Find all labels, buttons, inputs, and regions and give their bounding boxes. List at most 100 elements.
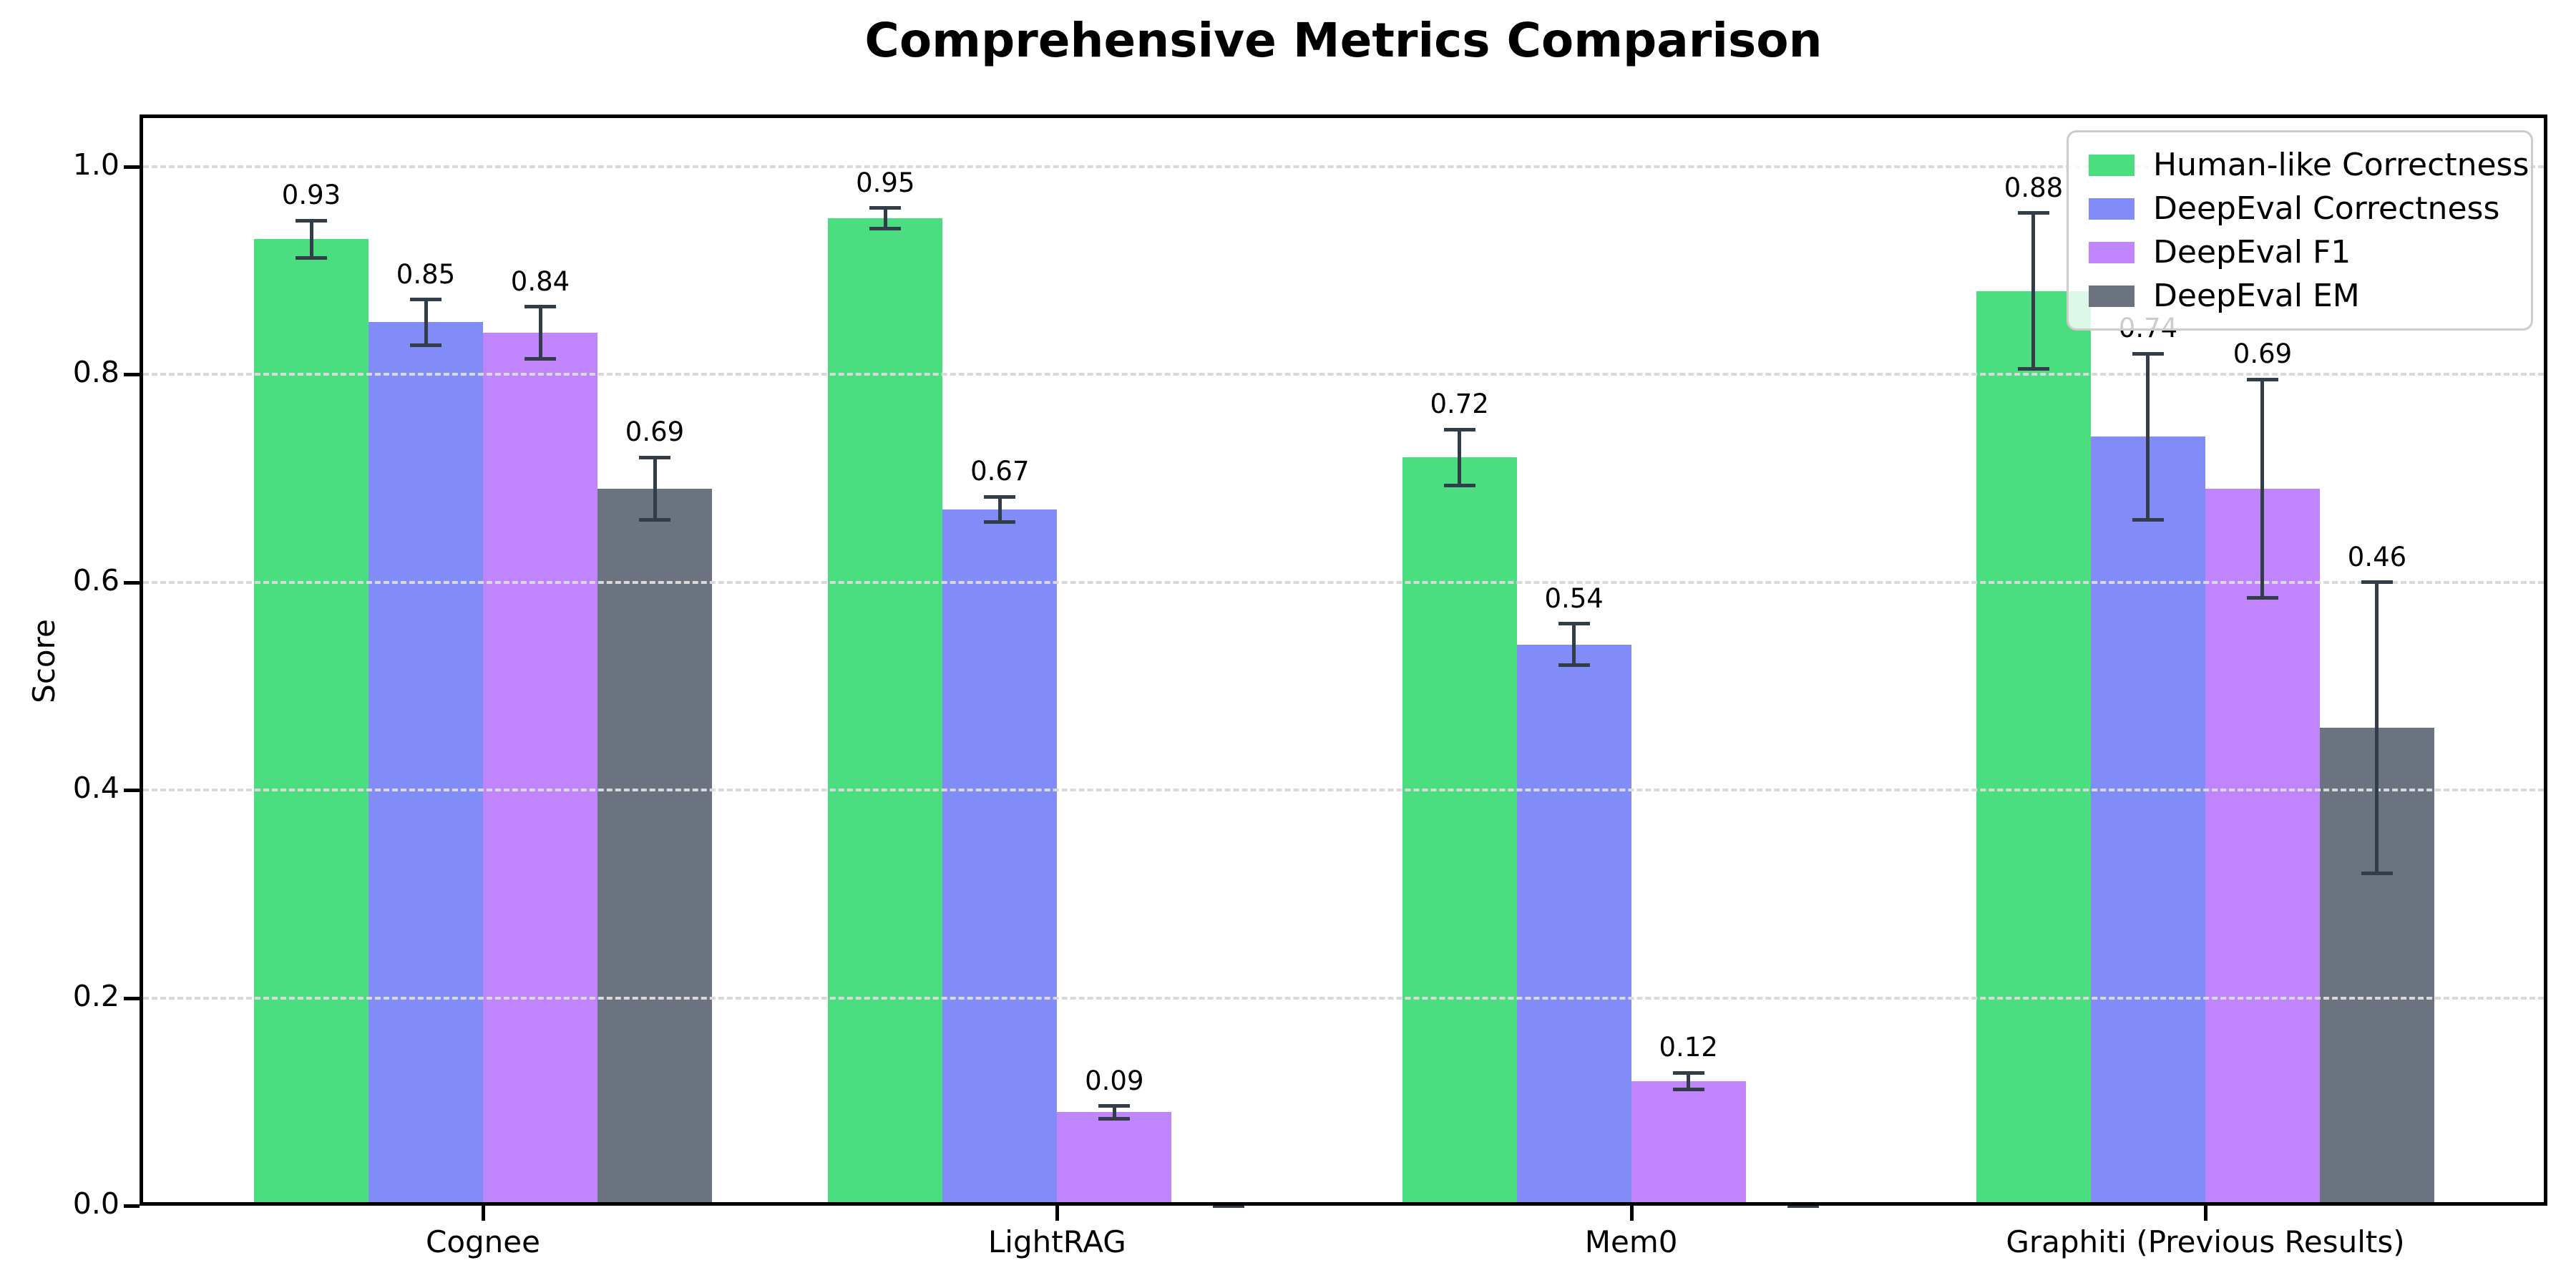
legend-swatch xyxy=(2089,241,2135,263)
error-bar-cap xyxy=(1787,1204,1819,1208)
y-tick-label: 1.0 xyxy=(72,147,119,182)
error-bar-cap xyxy=(1098,1104,1131,1108)
error-bar-cap xyxy=(2246,377,2278,381)
error-bar xyxy=(2146,353,2150,520)
error-bar-cap xyxy=(869,206,902,210)
bar-value-label: 0.85 xyxy=(396,258,456,290)
error-bar xyxy=(1572,623,1576,665)
error-bar-cap xyxy=(2246,595,2278,600)
bar-value-label: 0.46 xyxy=(2347,541,2407,572)
legend-row: DeepEval Correctness xyxy=(2089,190,2511,227)
bar xyxy=(1631,1080,1746,1206)
y-tick-mark xyxy=(124,996,140,1000)
legend-label: Human-like Correctness xyxy=(2153,147,2529,183)
bar-value-label: 0.12 xyxy=(1659,1032,1718,1063)
error-bar-cap xyxy=(2132,517,2164,522)
legend-swatch xyxy=(2089,154,2135,176)
y-tick-mark xyxy=(124,373,140,377)
y-tick-label: 0.0 xyxy=(72,1186,119,1221)
error-bar-cap xyxy=(2017,367,2049,371)
error-bar xyxy=(883,208,887,229)
error-bar-cap xyxy=(1558,663,1590,668)
error-bar-cap xyxy=(1213,1204,1245,1208)
error-bar-cap xyxy=(2361,871,2393,875)
bar-value-label: 0.84 xyxy=(510,265,570,297)
y-tick-label: 0.2 xyxy=(72,978,119,1013)
legend-swatch xyxy=(2089,285,2135,307)
error-bar-cap xyxy=(2132,351,2164,356)
legend-row: DeepEval F1 xyxy=(2089,234,2511,270)
gridline-0.6 xyxy=(143,580,2544,584)
error-bar-cap xyxy=(525,305,556,309)
bar-value-label: 0.72 xyxy=(1430,389,1489,420)
y-tick-mark xyxy=(124,1204,140,1208)
error-bar-cap xyxy=(639,455,670,459)
bar xyxy=(942,509,1058,1206)
legend-label: DeepEval EM xyxy=(2153,278,2360,314)
bar xyxy=(1976,291,2091,1206)
x-tick-mark xyxy=(1055,1206,1060,1221)
error-bar xyxy=(1112,1106,1116,1118)
error-bar-cap xyxy=(984,519,1016,524)
y-tick-mark xyxy=(124,580,140,585)
error-bar-cap xyxy=(1443,484,1475,487)
error-bar-cap xyxy=(869,227,902,231)
error-bar-cap xyxy=(984,494,1016,499)
error-bar xyxy=(1458,429,1462,486)
bar-value-label: 0.69 xyxy=(625,416,685,448)
gridline-0.4 xyxy=(143,789,2544,792)
error-bar xyxy=(2260,379,2265,598)
bar xyxy=(369,322,483,1206)
legend-row: DeepEval EM xyxy=(2089,278,2511,314)
error-bar xyxy=(538,306,542,359)
x-tick-label-lightrag: LightRAG xyxy=(987,1224,1126,1259)
error-bar-cap xyxy=(1672,1087,1704,1091)
legend-label: DeepEval F1 xyxy=(2153,234,2351,270)
gridline-1 xyxy=(143,165,2544,168)
bar xyxy=(1057,1112,1172,1206)
error-bar-cap xyxy=(1672,1070,1704,1075)
y-tick-label: 0.6 xyxy=(72,562,119,597)
error-bar-cap xyxy=(296,218,327,223)
bar-value-label: 0.93 xyxy=(281,180,341,211)
bar xyxy=(1402,457,1517,1206)
error-bar-cap xyxy=(1098,1116,1131,1121)
x-tick-mark xyxy=(2203,1206,2207,1221)
error-bar-cap xyxy=(296,255,327,260)
chart-title: Comprehensive Metrics Comparison xyxy=(864,13,1823,68)
bar xyxy=(2090,436,2205,1206)
error-bar-cap xyxy=(2361,580,2393,585)
error-bar xyxy=(2375,582,2379,874)
x-tick-mark xyxy=(1629,1206,1634,1221)
bar-value-label: 0.67 xyxy=(970,456,1030,487)
error-bar xyxy=(653,457,657,520)
error-bar xyxy=(997,497,1002,522)
y-tick-mark xyxy=(124,165,140,169)
error-bar-cap xyxy=(2017,211,2049,215)
error-bar-cap xyxy=(525,356,556,361)
bar xyxy=(1516,644,1631,1206)
x-tick-label-cognee: Cognee xyxy=(426,1224,540,1259)
error-bar-cap xyxy=(1443,427,1475,431)
bar xyxy=(828,218,943,1206)
legend-swatch xyxy=(2089,197,2135,220)
legend-label: DeepEval Correctness xyxy=(2153,190,2500,227)
gridline-0.2 xyxy=(143,996,2544,1000)
legend-row: Human-like Correctness xyxy=(2089,147,2529,183)
bar xyxy=(483,333,597,1206)
bar-value-label: 0.88 xyxy=(2004,172,2064,203)
x-tick-mark xyxy=(482,1206,485,1221)
gridline-0.8 xyxy=(143,373,2544,376)
x-tick-label-graphiti-previous-results-: Graphiti (Previous Results) xyxy=(2006,1224,2405,1259)
error-bar-cap xyxy=(410,298,441,302)
bar-value-label: 0.54 xyxy=(1544,582,1604,614)
error-bar xyxy=(1687,1073,1691,1090)
error-bar-cap xyxy=(639,517,670,522)
bar-value-label: 0.09 xyxy=(1085,1065,1144,1096)
error-bar-cap xyxy=(1558,622,1590,626)
bar-value-label: 0.69 xyxy=(2233,338,2293,370)
